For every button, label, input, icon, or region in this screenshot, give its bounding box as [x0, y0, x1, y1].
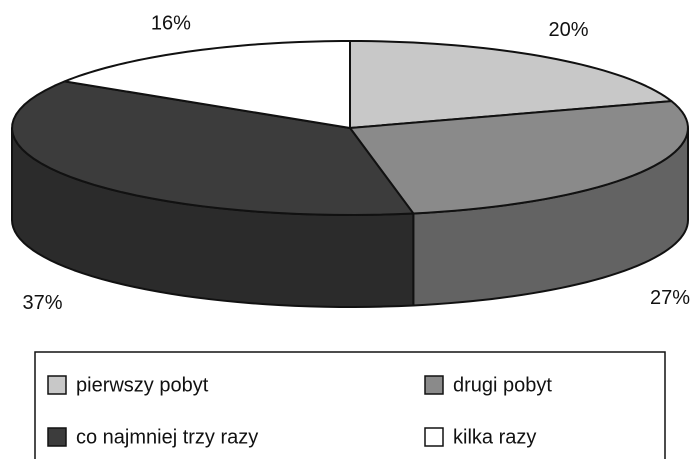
- slice: [349, 40, 673, 129]
- legend: [34, 351, 666, 459]
- legend-swatch: [424, 375, 444, 395]
- slice: [11, 80, 415, 216]
- legend-swatch: [47, 427, 67, 447]
- legend-label: pierwszy pobyt: [76, 374, 209, 396]
- slice: [63, 40, 351, 129]
- legend-swatch: [47, 375, 67, 395]
- legend-label: drugi pobyt: [453, 374, 552, 396]
- tops: [11, 40, 689, 216]
- legend-label: co najmniej trzy razy: [76, 426, 258, 448]
- data-label: 37%: [22, 292, 62, 314]
- legend-swatch: [424, 427, 444, 447]
- legend-label: kilka razy: [453, 426, 536, 448]
- data-label: 27%: [650, 287, 690, 309]
- slice: [349, 100, 689, 215]
- data-label: 20%: [549, 19, 589, 41]
- pie: [11, 40, 689, 308]
- data-label: 16%: [151, 12, 191, 34]
